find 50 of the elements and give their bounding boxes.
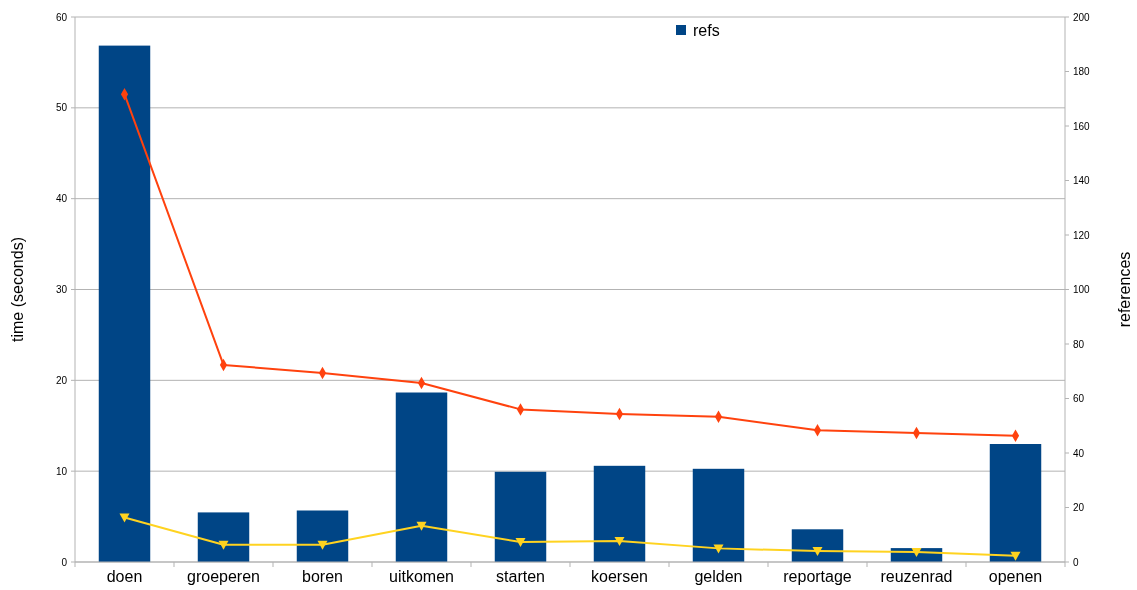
- point: [812, 547, 823, 557]
- point: [911, 548, 922, 558]
- y2-tick-label: 20: [1073, 502, 1085, 513]
- x-tick-label: boren: [302, 568, 343, 585]
- y2-tick-label: 80: [1073, 338, 1085, 350]
- y2-tick-label: 180: [1073, 66, 1091, 77]
- legend-label: refs: [693, 21, 720, 39]
- bar: [989, 444, 1042, 562]
- point: [515, 538, 526, 548]
- x-tick-label: doen: [106, 568, 143, 585]
- x-tick-label: openen: [988, 568, 1043, 585]
- y2-tick-label: 120: [1073, 229, 1091, 241]
- y-tick-label: 40: [55, 193, 68, 205]
- point: [614, 537, 625, 547]
- y2-axis-title: references: [1115, 251, 1133, 328]
- bar: [494, 471, 547, 562]
- point: [1010, 551, 1021, 561]
- x-tick-label: starten: [496, 568, 545, 585]
- point: [218, 540, 229, 550]
- x-tick-label: groeperen: [187, 568, 260, 585]
- y-tick-label: 0: [61, 556, 68, 568]
- point: [713, 544, 724, 554]
- bar: [395, 392, 448, 562]
- y-axis-title: time (seconds): [9, 237, 26, 342]
- y-tick-label: 30: [55, 284, 68, 295]
- x-tick-label: reuzenrad: [880, 568, 953, 585]
- x-tick-label: uitkomen: [389, 568, 454, 585]
- y-tick-label: 60: [55, 11, 68, 23]
- bar: [791, 529, 844, 562]
- y2-tick-label: 160: [1073, 120, 1091, 132]
- y2-tick-label: 200: [1073, 11, 1091, 23]
- bar: [593, 465, 646, 562]
- x-tick-label: reportage: [783, 568, 852, 585]
- point: [416, 521, 427, 531]
- y-tick-label: 20: [55, 374, 68, 386]
- y2-tick-label: 140: [1073, 175, 1091, 186]
- y2-tick-label: 40: [1073, 447, 1085, 459]
- y-tick-label: 10: [55, 465, 68, 477]
- bar: [197, 512, 250, 562]
- bar: [98, 45, 151, 562]
- point: [317, 540, 328, 550]
- point: [119, 513, 130, 523]
- y2-tick-label: 60: [1073, 393, 1085, 404]
- y2-tick-label: 100: [1073, 284, 1091, 295]
- y2-tick-label: 0: [1073, 556, 1079, 568]
- y-tick-label: 50: [55, 102, 68, 114]
- x-tick-label: koersen: [591, 568, 648, 585]
- bar: [296, 510, 349, 562]
- x-tick-label: gelden: [694, 568, 743, 585]
- bar: [692, 468, 745, 562]
